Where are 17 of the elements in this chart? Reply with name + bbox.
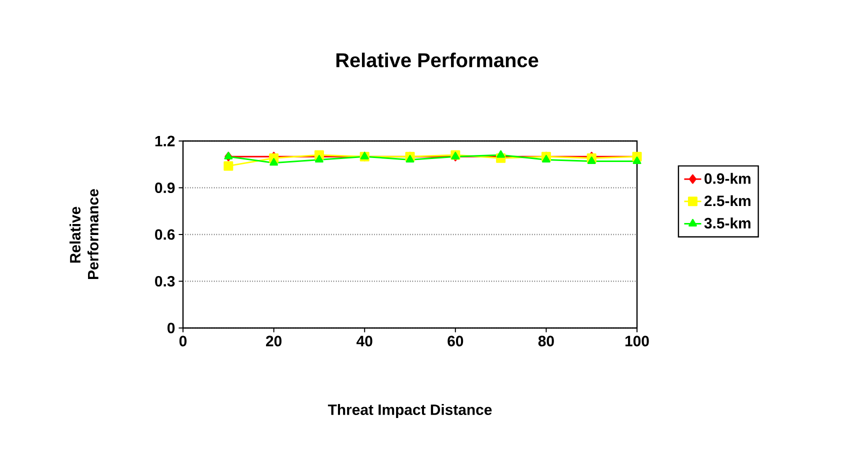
x-tick-label: 0	[179, 336, 187, 346]
legend-label: 2.5-km	[704, 195, 750, 206]
x-tick-label: 40	[356, 336, 372, 346]
x-tick-label: 100	[625, 336, 649, 346]
y-axis-title: Relative Performance	[70, 189, 98, 280]
y-tick-label: 0	[168, 322, 175, 334]
legend-label: 3.5-km	[704, 218, 750, 229]
x-axis-title: Threat Impact Distance	[328, 404, 492, 418]
x-tick-label: 20	[266, 336, 282, 346]
legend-label: 0.9-km	[704, 172, 750, 184]
y-tick-label: 1.2	[155, 136, 175, 146]
y-tick-label: 0.3	[155, 276, 175, 287]
x-tick-label: 60	[448, 336, 464, 346]
y-tick-label: 0.9	[155, 182, 175, 194]
chart-title: Relative Performance	[336, 52, 538, 68]
x-tick-label: 80	[538, 336, 554, 346]
y-tick-label: 0.6	[155, 229, 175, 240]
